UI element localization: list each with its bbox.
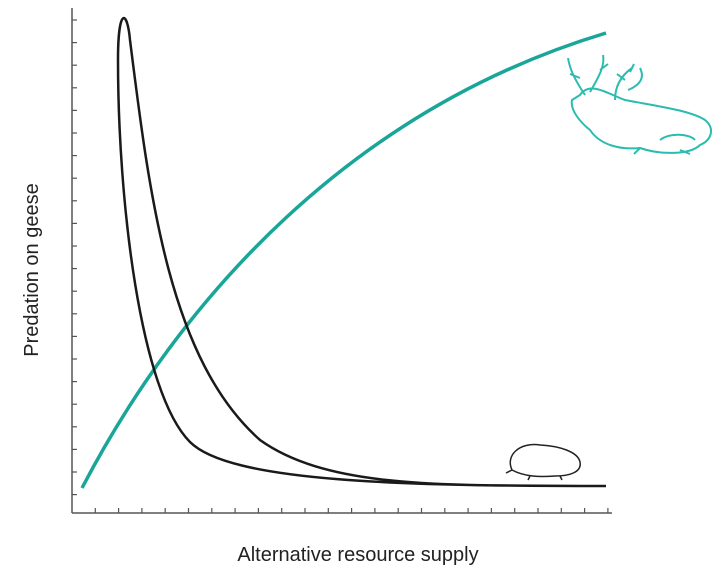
- x-axis-label: Alternative resource supply: [237, 544, 478, 566]
- y-axis-label: Predation on geese: [21, 183, 43, 356]
- lemming-curve: [116, 16, 607, 488]
- axis-ticks: [72, 19, 609, 513]
- reindeer-curve: [80, 31, 607, 489]
- reindeer-icon: [567, 54, 712, 155]
- lemming-icon: [505, 443, 581, 481]
